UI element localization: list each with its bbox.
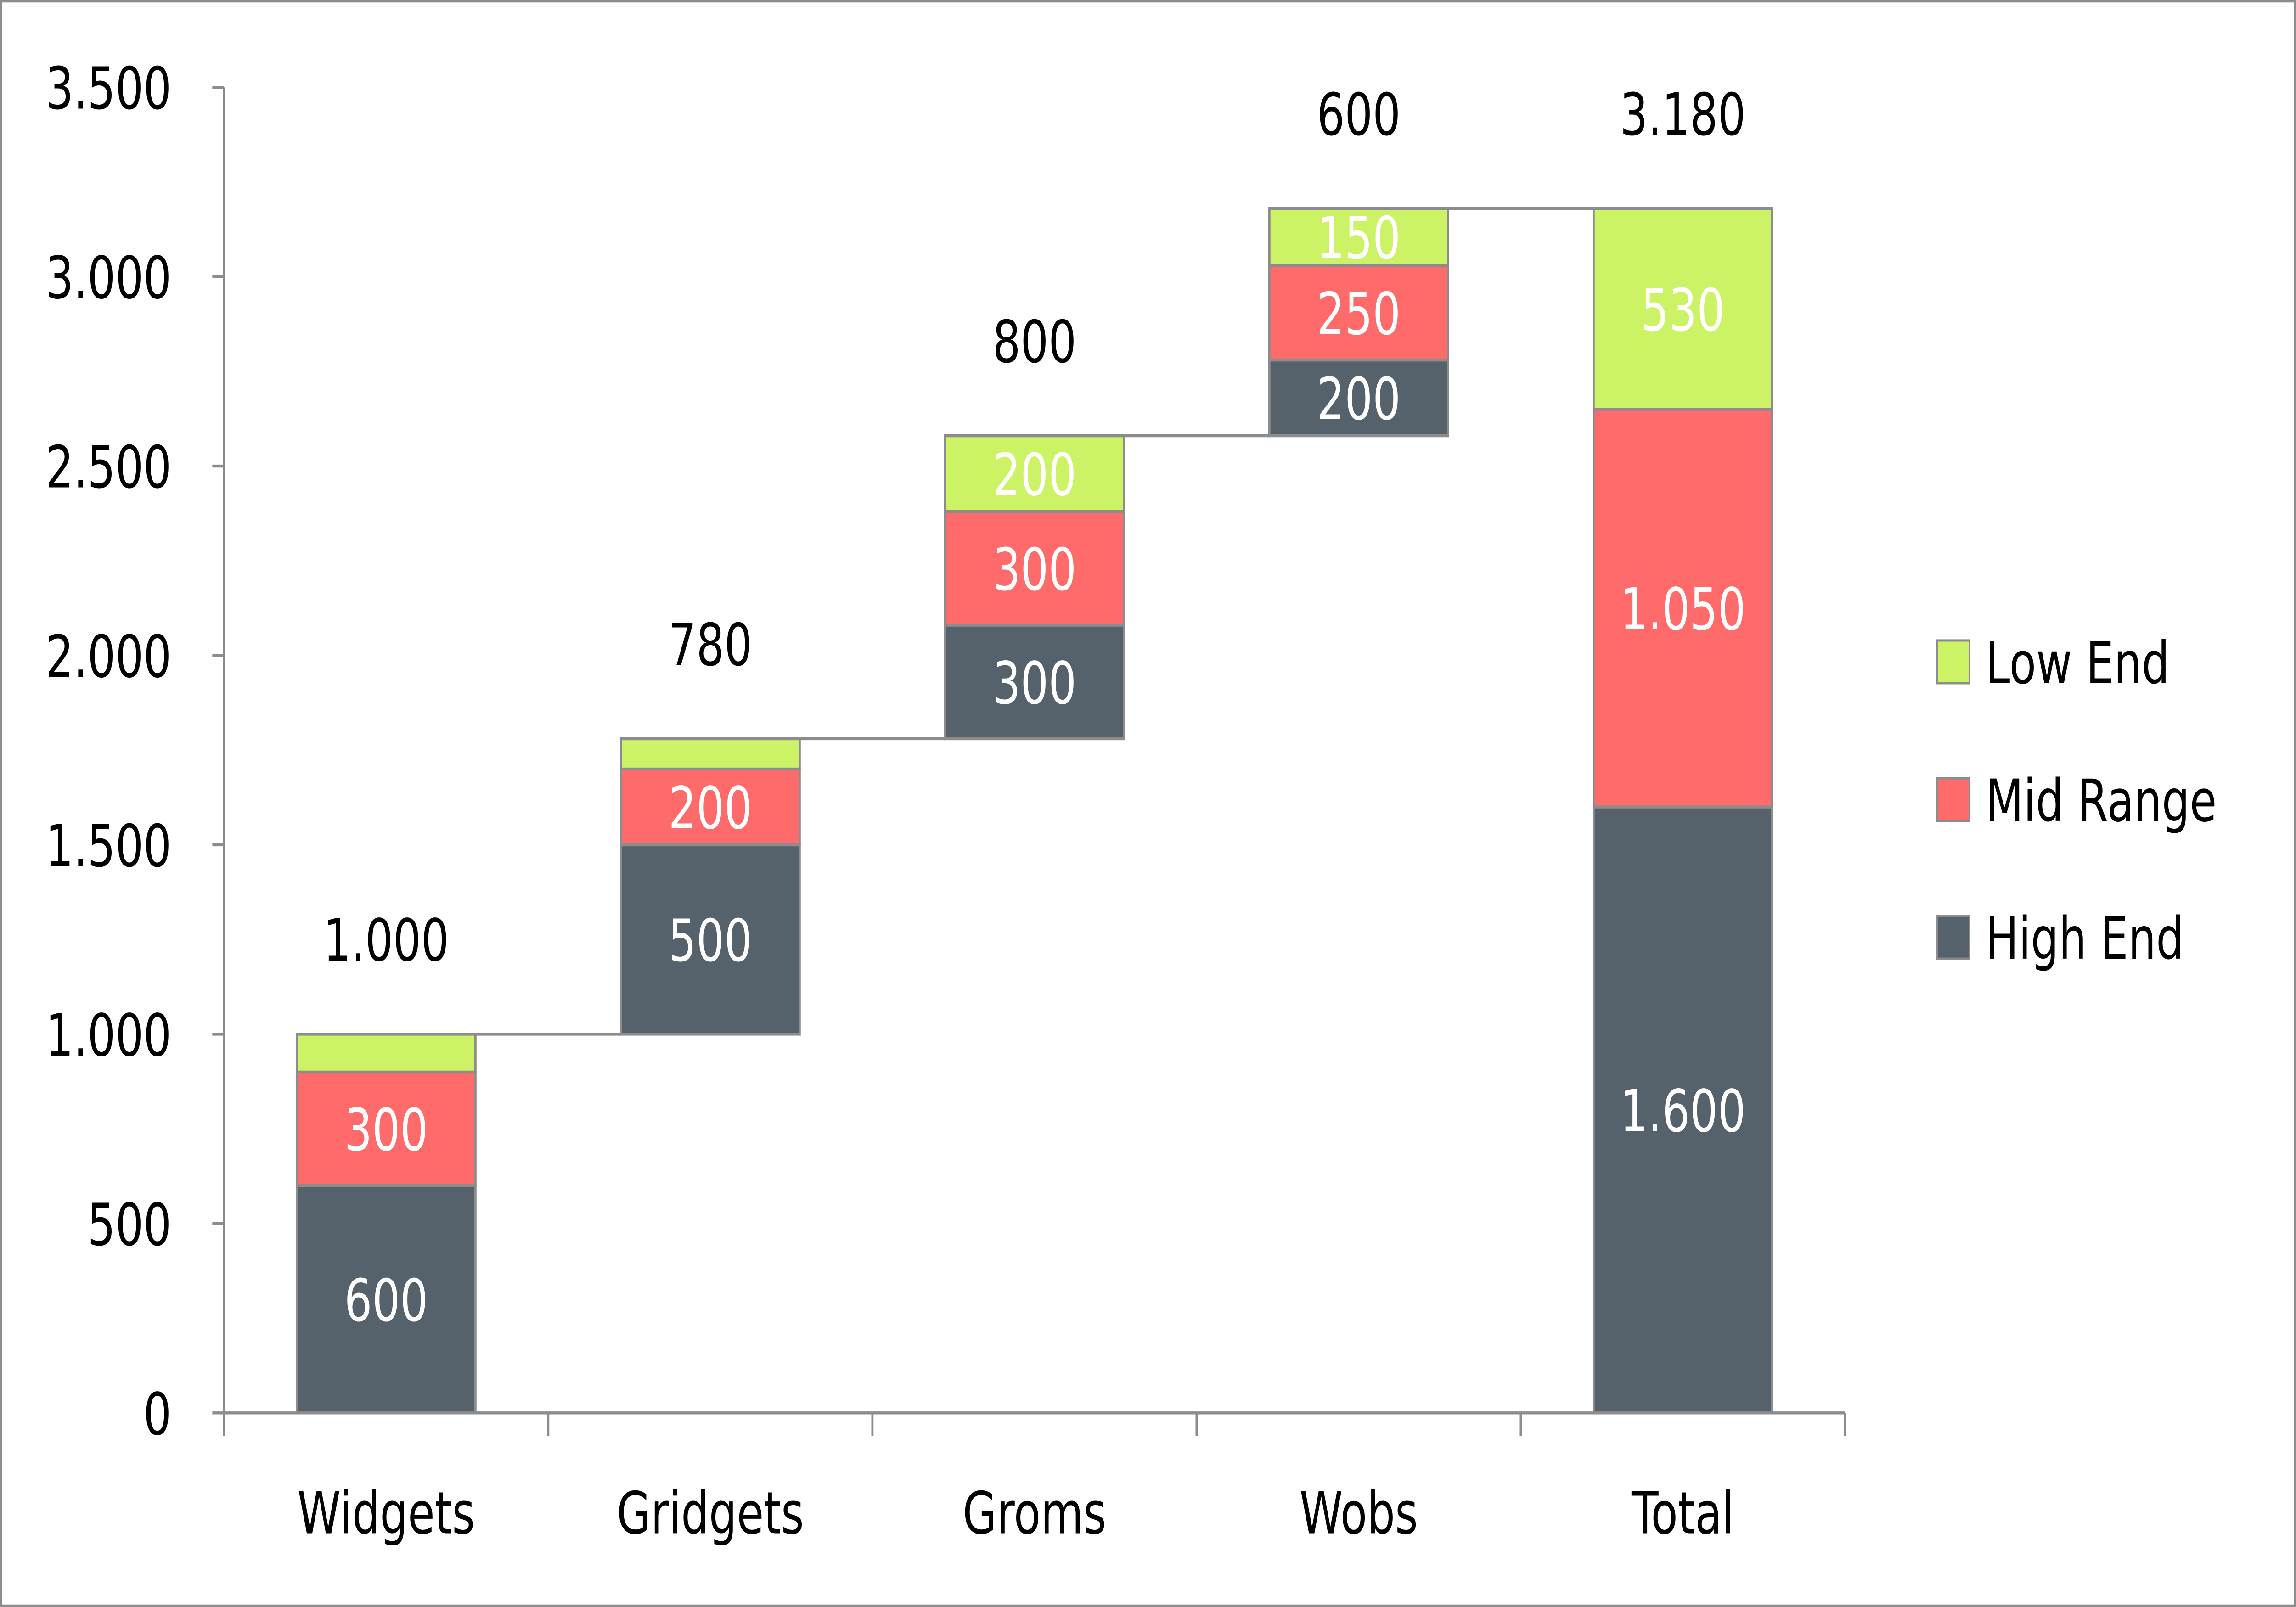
segment-value-label: 500 (669, 907, 753, 975)
bar-segment (295, 1184, 477, 1415)
y-tick-label: 2.000 (45, 624, 171, 691)
y-tick-label: 0 (143, 1381, 171, 1449)
bar-segment (1268, 207, 1449, 267)
segment-value-label: 150 (1317, 205, 1401, 272)
segment-value-label: 200 (669, 775, 753, 843)
y-tick-label: 1.500 (45, 813, 171, 880)
segment-value-label: 200 (993, 442, 1077, 509)
total-value-label: 780 (669, 612, 753, 679)
bar-segment (619, 737, 801, 771)
total-value-label: 600 (1317, 81, 1401, 149)
bar-segment (944, 510, 1125, 627)
legend-swatch (1936, 777, 1970, 822)
bar-segment (295, 1033, 477, 1074)
bar-segment (1592, 207, 1773, 411)
legend: Low End Mid Range High End (1936, 630, 2217, 973)
segment-value-label: 250 (1317, 281, 1401, 348)
segment-value-label: 300 (993, 650, 1077, 717)
segment-value-label: 300 (344, 1097, 428, 1164)
y-tick-label: 2.500 (45, 434, 171, 501)
segment-value-label: 200 (1317, 366, 1401, 433)
total-value-label: 1.000 (323, 907, 449, 975)
y-tick-label: 1.000 (45, 1002, 171, 1070)
bar-segment (1268, 358, 1449, 438)
x-tick-label: Groms (962, 1480, 1106, 1547)
legend-swatch (1936, 639, 1970, 685)
x-tick-label: Widgets (298, 1480, 475, 1547)
x-tick-label: Total (1631, 1480, 1734, 1547)
legend-label: High End (1986, 905, 2184, 973)
bar-segment (944, 434, 1125, 513)
segment-value-label: 1.050 (1620, 576, 1746, 644)
total-value-label: 3.180 (1620, 81, 1746, 149)
bar-segment (619, 843, 801, 1036)
legend-label: Low End (1986, 630, 2170, 697)
x-tick-label: Gridgets (617, 1480, 804, 1547)
bar-segment (944, 624, 1125, 741)
y-tick-label: 500 (88, 1191, 172, 1259)
plot-area: 0 500 1.000 1.500 2.000 2.500 3.000 3.500 Widget… (45, 55, 1846, 1547)
segment-value-label: 300 (993, 536, 1077, 604)
total-value-label: 800 (993, 309, 1077, 376)
segment-value-label: 530 (1641, 277, 1725, 344)
legend-label: Mid Range (1986, 768, 2217, 835)
bar-segment (1592, 805, 1773, 1415)
y-tick-label: 3.500 (45, 55, 171, 123)
legend-swatch (1936, 915, 1970, 960)
x-tick-label: Wobs (1300, 1480, 1418, 1547)
bar-segment (619, 767, 801, 847)
y-tick-label: 3.000 (45, 245, 171, 312)
segment-value-label: 600 (344, 1267, 428, 1335)
segment-value-label: 1.600 (1620, 1078, 1746, 1146)
